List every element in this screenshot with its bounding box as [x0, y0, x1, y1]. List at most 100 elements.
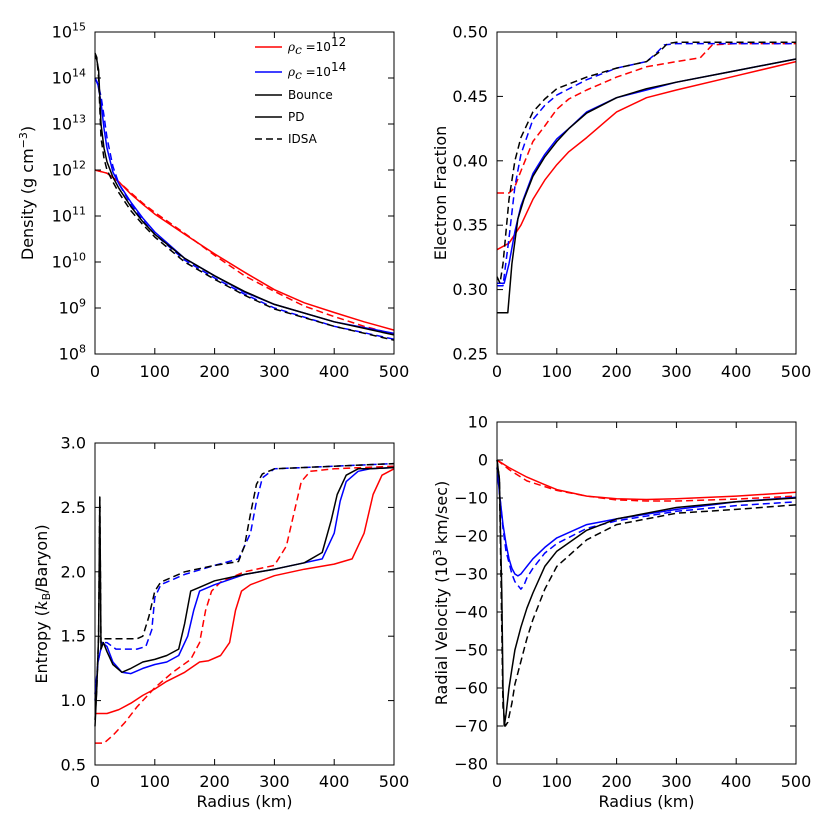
velocity-y-tick-labels: −80 −70 −60 −50 −40 −30 −20 −10 0 10: [454, 413, 488, 774]
series-line-rho14-pd: [94, 466, 395, 701]
density-xtick-label: 200: [199, 362, 230, 381]
ye-ytick-label: 0.25: [452, 345, 488, 364]
series-line-bounce-pd: [94, 55, 395, 336]
velocity-x-tick-labels: 0 100 200 300 400 500: [492, 772, 811, 791]
entropy-ytick-label: 1.0: [61, 691, 86, 710]
entropy-ticks: [94, 442, 395, 766]
series-line-bounce-pd: [94, 466, 395, 727]
entropy-xtick-label: 400: [319, 772, 350, 791]
density-x-tick-labels: 0 100 200 300 400 500: [90, 362, 409, 381]
entropy-ytick-label: 0.5: [61, 756, 86, 775]
ye-xtick-label: 400: [721, 362, 752, 381]
velocity-axes-frame: [496, 421, 797, 765]
series-line-rho14-idsa: [496, 467, 797, 590]
velocity-xtick-label: 300: [661, 772, 692, 791]
ye-ytick-label: 0.50: [452, 23, 488, 42]
velocity-x-axis-label: Radius (km): [598, 792, 694, 811]
density-lines: [94, 52, 395, 341]
ye-xtick-label: 100: [542, 362, 573, 381]
entropy-axes-frame: [94, 442, 395, 766]
velocity-y-axis-label: Radial Velocity (103 km/sec): [431, 481, 451, 706]
legend-label-rho14: ρc =1014: [287, 60, 346, 82]
density-ytick-label: 1010: [52, 251, 86, 272]
series-line-rho12-pd: [496, 459, 797, 501]
legend: ρc =1012 ρc =1014 Bounce PD IDSA: [255, 35, 346, 146]
legend-label-rho12: ρc =1012: [287, 35, 346, 57]
panel-entropy: 0 100 200 300 400 500 0.5 1.0 1.5 2.0 2.…: [32, 434, 409, 792]
velocity-ytick-label: −10: [454, 489, 488, 508]
velocity-xtick-label: 400: [721, 772, 752, 791]
density-ytick-label: 1013: [52, 113, 86, 134]
density-ticks: [94, 31, 395, 355]
density-xtick-label: 100: [140, 362, 171, 381]
series-line-rho14-idsa: [497, 42, 796, 287]
velocity-ticks: [496, 421, 797, 765]
entropy-xtick-label: 0: [90, 772, 100, 791]
density-ytick-label: 1014: [52, 67, 86, 88]
legend-label-idsa: IDSA: [288, 132, 318, 146]
panel-density: 0 100 200 300 400 500 108 109 1010 1011 …: [17, 21, 409, 382]
entropy-ytick-label: 1.5: [61, 627, 86, 646]
density-y-tick-labels: 108 109 1010 1011 1012 1013 1014 1015: [52, 21, 86, 364]
ye-ytick-label: 0.40: [452, 151, 488, 170]
legend-label-pd: PD: [288, 110, 304, 124]
ye-ytick-label: 0.35: [452, 216, 488, 235]
legend-label-bounce: Bounce: [288, 88, 333, 102]
entropy-xtick-label: 300: [259, 772, 290, 791]
velocity-xtick-label: 200: [601, 772, 632, 791]
velocity-ytick-label: −40: [454, 603, 488, 622]
velocity-ytick-label: −70: [454, 717, 488, 736]
velocity-lines: [496, 459, 797, 727]
entropy-xtick-label: 500: [379, 772, 410, 791]
entropy-x-axis-label: Radius (km): [196, 792, 292, 811]
series-line-rho14-idsa: [94, 77, 395, 340]
ye-axes-frame: [496, 31, 797, 355]
series-line-rho12-idsa: [497, 42, 796, 194]
ye-xtick-label: 0: [492, 362, 502, 381]
velocity-ytick-label: −50: [454, 641, 488, 660]
series-line-rho14-idsa: [94, 462, 395, 695]
velocity-xtick-label: 0: [492, 772, 502, 791]
velocity-ytick-label: −30: [454, 565, 488, 584]
series-line-bounce-pd: [497, 58, 797, 314]
series-line-rho12-pd: [94, 169, 395, 331]
series-line-bounce-idsa: [94, 52, 395, 341]
ye-x-tick-labels: 0 100 200 300 400 500: [492, 362, 811, 381]
entropy-y-axis-label: Entropy (kB/Baryon): [32, 524, 53, 683]
series-line-bounce-idsa: [496, 459, 797, 727]
density-xtick-label: 400: [319, 362, 350, 381]
density-ytick-label: 1015: [52, 21, 86, 42]
ye-ticks: [496, 31, 797, 355]
entropy-lines: [94, 462, 395, 744]
density-ytick-label: 1012: [52, 159, 86, 180]
series-line-rho12-idsa: [94, 169, 395, 335]
series-line-bounce-idsa: [496, 41, 796, 284]
panel-electron-fraction: 0 100 200 300 400 500 0.25 0.30 0.35 0.4…: [431, 23, 811, 382]
series-line-rho12-idsa: [95, 465, 395, 744]
series-line-rho12-pd: [496, 60, 797, 251]
series-line-bounce-idsa: [94, 462, 395, 720]
density-y-axis-label: Density (g cm−3): [17, 126, 37, 260]
entropy-ytick-label: 3.0: [61, 434, 86, 453]
ye-xtick-label: 300: [661, 362, 692, 381]
density-ytick-label: 108: [59, 343, 86, 364]
velocity-ytick-label: −60: [454, 679, 488, 698]
velocity-ytick-label: −20: [454, 527, 488, 546]
density-xtick-label: 300: [259, 362, 290, 381]
velocity-ytick-label: 0: [478, 451, 488, 470]
ye-xtick-label: 500: [781, 362, 812, 381]
entropy-xtick-label: 100: [140, 772, 171, 791]
density-xtick-label: 0: [90, 362, 100, 381]
entropy-ytick-label: 2.0: [61, 562, 86, 581]
velocity-xtick-label: 100: [542, 772, 573, 791]
ye-lines: [496, 41, 797, 314]
velocity-ytick-label: −80: [454, 755, 488, 774]
density-ytick-label: 1011: [52, 205, 86, 226]
velocity-xtick-label: 500: [781, 772, 812, 791]
ye-y-axis-label: Electron Fraction: [431, 126, 450, 261]
entropy-xtick-label: 200: [199, 772, 230, 791]
entropy-y-tick-labels: 0.5 1.0 1.5 2.0 2.5 3.0: [61, 434, 86, 775]
density-xtick-label: 500: [379, 362, 410, 381]
velocity-ytick-label: 10: [468, 413, 488, 432]
